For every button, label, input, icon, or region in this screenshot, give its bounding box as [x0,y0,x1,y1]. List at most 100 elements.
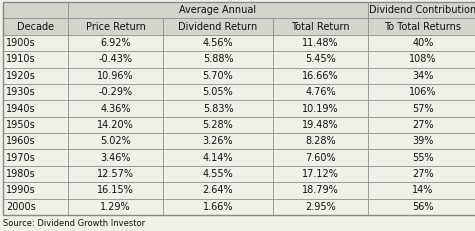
Text: 1950s: 1950s [6,120,36,130]
Bar [163,133,273,149]
Bar [273,117,368,133]
Text: 2.64%: 2.64% [203,185,233,195]
Bar [68,51,163,67]
Bar [68,182,163,199]
Text: 56%: 56% [412,202,434,212]
Bar [68,18,163,35]
Text: 1900s: 1900s [6,38,36,48]
Bar [368,133,475,149]
Bar [68,2,368,18]
Text: Dividend Return: Dividend Return [179,21,257,32]
Text: 1.66%: 1.66% [203,202,233,212]
Bar [273,166,368,182]
Text: 19.48%: 19.48% [302,120,339,130]
Text: 1.29%: 1.29% [100,202,131,212]
Bar [273,199,368,215]
Bar [368,199,475,215]
Bar [163,51,273,67]
Text: 5.28%: 5.28% [203,120,233,130]
Text: 18.79%: 18.79% [302,185,339,195]
Bar [368,51,475,67]
Text: 5.70%: 5.70% [203,71,233,81]
Bar [68,117,163,133]
Bar [368,100,475,117]
Text: Price Return: Price Return [86,21,145,32]
Text: Source: Dividend Growth Investor: Source: Dividend Growth Investor [3,219,145,228]
Bar [163,199,273,215]
Bar [3,35,68,51]
Bar [273,18,368,35]
Text: 14%: 14% [412,185,434,195]
Bar [68,84,163,100]
Text: 1940s: 1940s [6,103,36,113]
Text: Decade: Decade [17,21,54,32]
Bar [3,51,68,67]
Bar [163,35,273,51]
Text: 3.46%: 3.46% [100,153,131,163]
Text: Dividend Contribution: Dividend Contribution [370,5,475,15]
Bar [3,100,68,117]
Bar [273,35,368,51]
Text: 1990s: 1990s [6,185,36,195]
Bar [3,67,68,84]
Bar [163,149,273,166]
Text: -0.43%: -0.43% [98,54,133,64]
Bar [3,117,68,133]
Bar [368,35,475,51]
Text: 1980s: 1980s [6,169,36,179]
Bar [273,133,368,149]
Text: 2000s: 2000s [6,202,36,212]
Text: 39%: 39% [412,136,434,146]
Text: 12.57%: 12.57% [97,169,134,179]
Bar [163,117,273,133]
Text: 27%: 27% [412,169,434,179]
Text: 34%: 34% [412,71,434,81]
Text: 3.26%: 3.26% [203,136,233,146]
Bar [68,166,163,182]
Text: 57%: 57% [412,103,434,113]
Bar [3,199,68,215]
Bar [273,51,368,67]
Bar [273,182,368,199]
Text: 4.14%: 4.14% [203,153,233,163]
Text: 5.83%: 5.83% [203,103,233,113]
Bar [3,2,68,18]
Text: 8.28%: 8.28% [305,136,336,146]
Bar [163,100,273,117]
Text: 16.66%: 16.66% [302,71,339,81]
Text: 27%: 27% [412,120,434,130]
Text: 5.45%: 5.45% [305,54,336,64]
Text: 10.19%: 10.19% [302,103,339,113]
Bar [68,149,163,166]
Bar [68,100,163,117]
Bar [163,84,273,100]
Text: 10.96%: 10.96% [97,71,134,81]
Text: 4.76%: 4.76% [305,87,336,97]
Bar [273,84,368,100]
Text: To Total Returns: To Total Returns [384,21,462,32]
Text: 55%: 55% [412,153,434,163]
Bar [68,35,163,51]
Text: 2.95%: 2.95% [305,202,336,212]
Text: 40%: 40% [412,38,434,48]
Text: 11.48%: 11.48% [302,38,339,48]
Bar [368,18,475,35]
Bar [3,182,68,199]
Bar [368,67,475,84]
Bar [163,18,273,35]
Text: 1960s: 1960s [6,136,36,146]
Bar [368,84,475,100]
Text: 4.55%: 4.55% [203,169,233,179]
Bar [3,166,68,182]
Text: 4.56%: 4.56% [203,38,233,48]
Bar [273,67,368,84]
Bar [68,133,163,149]
Text: 14.20%: 14.20% [97,120,134,130]
Bar [163,182,273,199]
Bar [3,18,68,35]
Text: 108%: 108% [409,54,437,64]
Bar [163,67,273,84]
Bar [163,166,273,182]
Bar [368,166,475,182]
Text: 5.05%: 5.05% [203,87,233,97]
